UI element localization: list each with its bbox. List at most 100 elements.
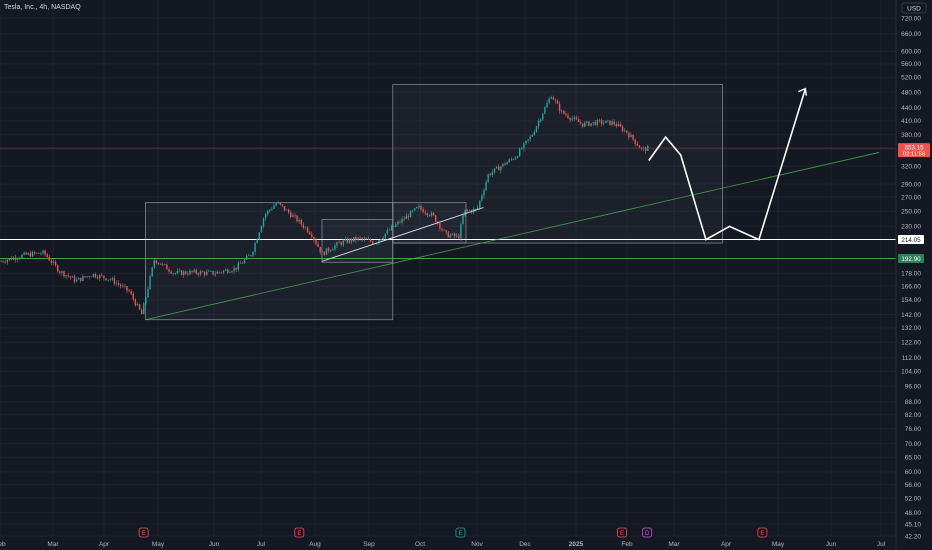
price-tick-13: 250.00 — [901, 209, 921, 216]
candle-body-174 — [365, 238, 368, 240]
time-axis[interactable]: Feb Mar Apr May Jun Jul Aug Sep Oct Nov Dec 2025 Feb… — [0, 541, 886, 548]
horizontal-levels — [0, 147, 896, 259]
candle-body-303 — [636, 143, 638, 146]
event-marker-2[interactable]: E — [455, 527, 466, 538]
time-tick-10: Dec — [519, 541, 531, 548]
level-tag-214-value: 214.05 — [901, 237, 921, 244]
time-tick-2: Apr — [99, 541, 110, 548]
price-tick-8: 380.00 — [901, 132, 921, 139]
price-tick-6: 440.00 — [901, 105, 921, 112]
price-tick-29: 70.00 — [905, 441, 922, 448]
candle-body-160 — [336, 242, 338, 246]
candle-body-266 — [558, 103, 561, 112]
candle-body-220 — [462, 215, 464, 225]
candle-body-94 — [197, 273, 200, 275]
event-marker-5[interactable]: E — [757, 527, 768, 538]
candle-body-22 — [46, 254, 48, 258]
candle-body-298 — [626, 130, 628, 133]
candle-body-259 — [544, 107, 546, 114]
candle-body-69 — [145, 297, 147, 304]
candle-body-131 — [275, 203, 277, 206]
candle-body-72 — [151, 267, 153, 277]
event-marker-1[interactable]: E — [294, 527, 305, 538]
candle-body-103 — [216, 271, 218, 274]
candle-body-180 — [378, 240, 380, 243]
candle-body-75 — [157, 263, 160, 264]
time-tick-16: Jun — [826, 541, 837, 548]
candle-body-270 — [567, 115, 569, 118]
event-marker-0[interactable]: E — [138, 527, 149, 538]
candle-body-66 — [138, 304, 141, 310]
candle-body-50 — [105, 278, 107, 281]
candle-body-302 — [634, 139, 636, 144]
candle-body-231 — [485, 181, 487, 191]
candle-body-17 — [36, 252, 38, 254]
candle-body-107 — [225, 269, 227, 271]
symbol-title: Tesla, Inc., 4h, NASDAQ — [4, 4, 81, 11]
candle-body-142 — [298, 219, 300, 222]
candle-body-249 — [523, 143, 525, 149]
candle-body-223 — [468, 210, 470, 211]
projection-line — [648, 88, 807, 241]
candle-body-173 — [363, 238, 365, 240]
candle-body-97 — [204, 272, 206, 275]
candle-body-240 — [504, 163, 506, 165]
candle-body-88 — [185, 271, 187, 274]
current-price-tag — [898, 143, 930, 158]
time-tick-12: Feb — [621, 541, 633, 548]
event-marker-frame — [294, 527, 305, 538]
candle-body-299 — [628, 132, 630, 138]
level-tag-192 — [898, 254, 924, 264]
candle-body-26 — [54, 261, 57, 266]
range-box-0 — [144, 202, 394, 321]
candle-body-258 — [542, 113, 544, 120]
candle-body-265 — [556, 100, 559, 104]
candle-body-41 — [86, 276, 88, 278]
event-marker-3[interactable]: E — [617, 527, 627, 538]
projection-path — [648, 87, 808, 241]
currency-button[interactable]: USD — [901, 2, 927, 14]
candle-body-99 — [208, 271, 210, 272]
candle-body-185 — [388, 230, 391, 231]
candle-body-168 — [353, 237, 355, 242]
candle-body-267 — [561, 110, 563, 112]
candle-body-124 — [260, 226, 263, 233]
candle-body-21 — [44, 250, 46, 255]
price-axis[interactable]: 720.00 660.00 600.00 560.00 520.00 480.00 440.… — [895, 0, 932, 550]
range-box-1 — [321, 219, 394, 263]
candle-body-19 — [40, 253, 42, 255]
candle-body-60 — [126, 286, 128, 291]
event-marker-4[interactable]: D — [642, 527, 653, 538]
candle-body-195 — [409, 211, 412, 218]
candle-body-102 — [214, 273, 216, 275]
candle-body-76 — [159, 263, 162, 265]
candle-body-161 — [338, 242, 340, 243]
candle-body-81 — [170, 271, 172, 274]
candle-body-183 — [384, 233, 386, 238]
candle-body-176 — [369, 239, 372, 242]
trendline-short — [321, 207, 484, 262]
candle-body-79 — [166, 264, 168, 270]
candle-body-290 — [609, 120, 611, 125]
candle-body-272 — [571, 118, 573, 120]
candle-body-242 — [508, 159, 510, 163]
candle-body-276 — [579, 122, 582, 124]
candle-body-59 — [124, 285, 126, 287]
event-marker-label: E — [760, 531, 764, 537]
candle-body-130 — [273, 205, 275, 209]
price-tick-14: 230.00 — [901, 224, 921, 231]
price-tick-23: 112.00 — [902, 355, 922, 362]
candle-body-169 — [355, 237, 357, 240]
candle-body-62 — [130, 291, 132, 294]
candle-body-106 — [222, 270, 225, 273]
candle-body-153 — [321, 251, 323, 253]
candle-body-201 — [422, 209, 424, 213]
candle-body-0 — [0, 261, 2, 262]
candle-body-237 — [498, 166, 500, 171]
candle-body-269 — [565, 113, 567, 116]
candle-body-204 — [428, 215, 431, 216]
price-tick-0: 720.00 — [901, 15, 921, 22]
candle-body-271 — [569, 117, 571, 120]
